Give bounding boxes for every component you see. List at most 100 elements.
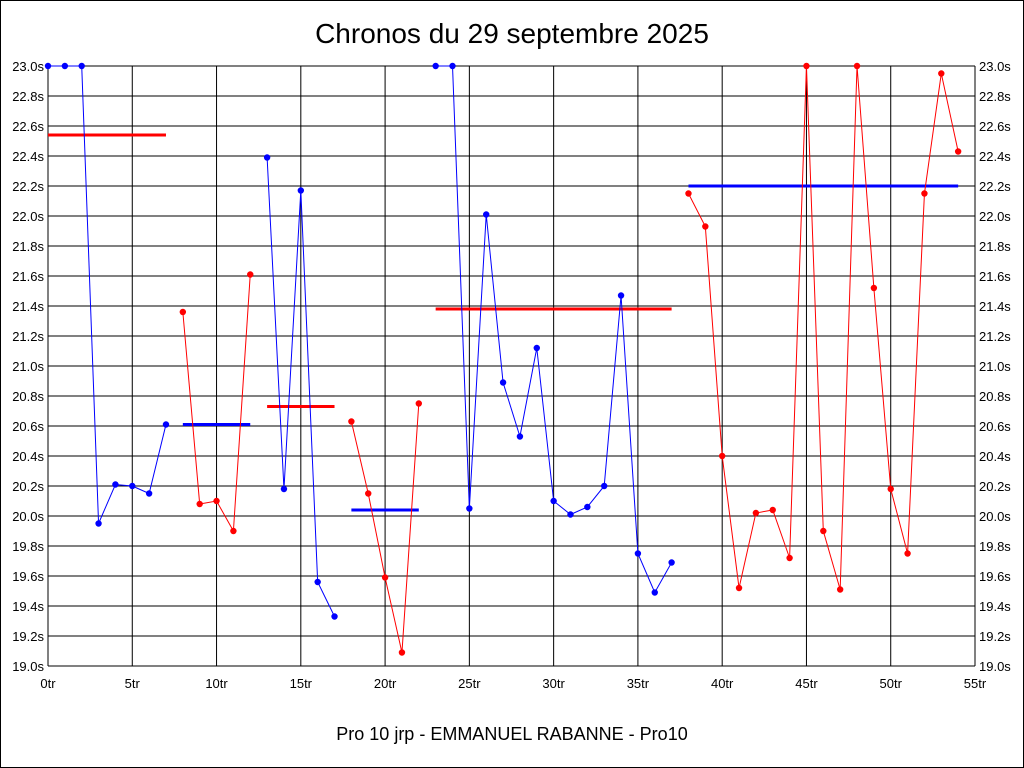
- data-point: [617, 292, 625, 299]
- y-tick-label-left: 21.6s: [12, 269, 44, 284]
- data-point: [44, 62, 52, 70]
- chart-subtitle: Pro 10 jrp - EMMANUEL RABANNE - Pro10: [336, 724, 688, 744]
- y-tick-label-right: 20.4s: [979, 449, 1011, 464]
- y-tick-label-left: 20.8s: [12, 389, 44, 404]
- y-tick-label-left: 20.4s: [12, 449, 44, 464]
- y-tick-label-right: 19.4s: [979, 599, 1011, 614]
- y-tick-label-left: 21.8s: [12, 239, 44, 254]
- y-tick-label-right: 21.2s: [979, 329, 1011, 344]
- y-tick-label-right: 23.0s: [979, 59, 1011, 74]
- data-point: [533, 344, 540, 352]
- data-point: [78, 62, 85, 70]
- y-tick-label-right: 19.8s: [979, 539, 1011, 554]
- data-point: [836, 586, 844, 593]
- y-tick-label-right: 22.4s: [979, 149, 1011, 164]
- x-tick-label: 25tr: [458, 676, 481, 691]
- data-point: [331, 613, 338, 620]
- y-tick-label-left: 23.0s: [12, 59, 44, 74]
- y-tick-label-right: 19.0s: [979, 659, 1011, 674]
- data-point: [870, 284, 878, 292]
- data-point: [516, 433, 524, 440]
- y-tick-label-left: 20.2s: [12, 479, 44, 494]
- data-point: [466, 505, 473, 512]
- x-tick-label: 5tr: [125, 676, 141, 691]
- data-point: [904, 550, 911, 557]
- data-point: [752, 509, 760, 517]
- y-tick-label-left: 21.4s: [12, 299, 44, 314]
- series-line: [688, 65, 959, 590]
- x-tick-label: 50tr: [880, 676, 903, 691]
- data-point: [179, 308, 187, 316]
- data-point: [820, 527, 827, 535]
- x-tick-label: 0tr: [40, 676, 56, 691]
- y-tick-label-right: 20.8s: [979, 389, 1011, 404]
- x-tick-label: 35tr: [627, 676, 650, 691]
- y-tick-label-right: 19.6s: [979, 569, 1011, 584]
- y-tick-label-left: 21.0s: [12, 359, 44, 374]
- x-tick-label: 40tr: [711, 676, 734, 691]
- data-point: [735, 584, 743, 592]
- y-tick-label-left: 20.6s: [12, 419, 44, 434]
- x-tick-labels: 0tr 5tr 10tr 15tr 20tr 25tr 30tr 35tr 40tr 45tr 50…: [40, 676, 986, 691]
- data-point: [853, 62, 861, 70]
- y-tick-labels-left: 19.0s 19.2s 19.4s 19.6s 19.8s 20.0s 20.2s 20.4s…: [12, 59, 44, 674]
- y-tick-label-right: 22.8s: [979, 89, 1011, 104]
- data-point: [634, 550, 642, 557]
- data-point: [263, 154, 271, 161]
- data-point: [61, 62, 69, 70]
- data-point: [668, 559, 675, 566]
- data-point: [769, 506, 776, 514]
- data-point: [921, 190, 928, 197]
- data-point: [938, 70, 945, 77]
- y-tick-label-left: 19.6s: [12, 569, 44, 584]
- y-tick-label-left: 19.2s: [12, 629, 44, 644]
- data-point: [415, 400, 422, 407]
- y-tick-label-left: 21.2s: [12, 329, 44, 344]
- series-lines: [48, 65, 959, 653]
- data-point: [297, 187, 305, 194]
- data-point: [651, 589, 658, 596]
- data-point: [803, 62, 810, 70]
- y-tick-label-left: 22.6s: [12, 119, 44, 134]
- average-lines: [48, 133, 959, 512]
- y-tick-label-left: 22.0s: [12, 209, 44, 224]
- data-point: [381, 574, 389, 581]
- x-tick-label: 30tr: [542, 676, 565, 691]
- data-point: [449, 62, 456, 70]
- data-point: [584, 503, 591, 511]
- data-point: [685, 190, 692, 197]
- data-point: [112, 481, 119, 488]
- y-tick-label-right: 22.2s: [979, 179, 1011, 194]
- data-point: [365, 490, 372, 497]
- data-point: [499, 379, 507, 386]
- y-tick-label-left: 19.8s: [12, 539, 44, 554]
- x-tick-label: 20tr: [374, 676, 397, 691]
- y-tick-label-right: 22.0s: [979, 209, 1011, 224]
- x-tick-label: 55tr: [964, 676, 987, 691]
- y-tick-label-right: 20.0s: [979, 509, 1011, 524]
- data-point: [162, 421, 170, 428]
- data-point: [213, 497, 220, 505]
- data-points: [44, 62, 962, 656]
- data-point: [348, 418, 355, 425]
- y-tick-label-left: 22.8s: [12, 89, 44, 104]
- y-tick-label-left: 20.0s: [12, 509, 44, 524]
- data-point: [432, 62, 439, 70]
- data-point: [230, 527, 237, 535]
- data-point: [954, 148, 962, 155]
- data-point: [95, 520, 102, 527]
- y-tick-label-right: 20.6s: [979, 419, 1011, 434]
- y-tick-label-left: 22.4s: [12, 149, 44, 164]
- data-point: [718, 452, 726, 460]
- y-tick-label-right: 21.4s: [979, 299, 1011, 314]
- y-tick-label-right: 22.6s: [979, 119, 1011, 134]
- data-point: [567, 511, 574, 518]
- y-tick-label-right: 21.0s: [979, 359, 1011, 374]
- y-tick-label-right: 21.8s: [979, 239, 1011, 254]
- data-point: [314, 578, 321, 586]
- data-point: [601, 482, 608, 490]
- data-point: [702, 223, 709, 230]
- y-tick-labels-right: 19.0s 19.2s 19.4s 19.6s 19.8s 20.0s 20.2s 20.4s…: [979, 59, 1011, 674]
